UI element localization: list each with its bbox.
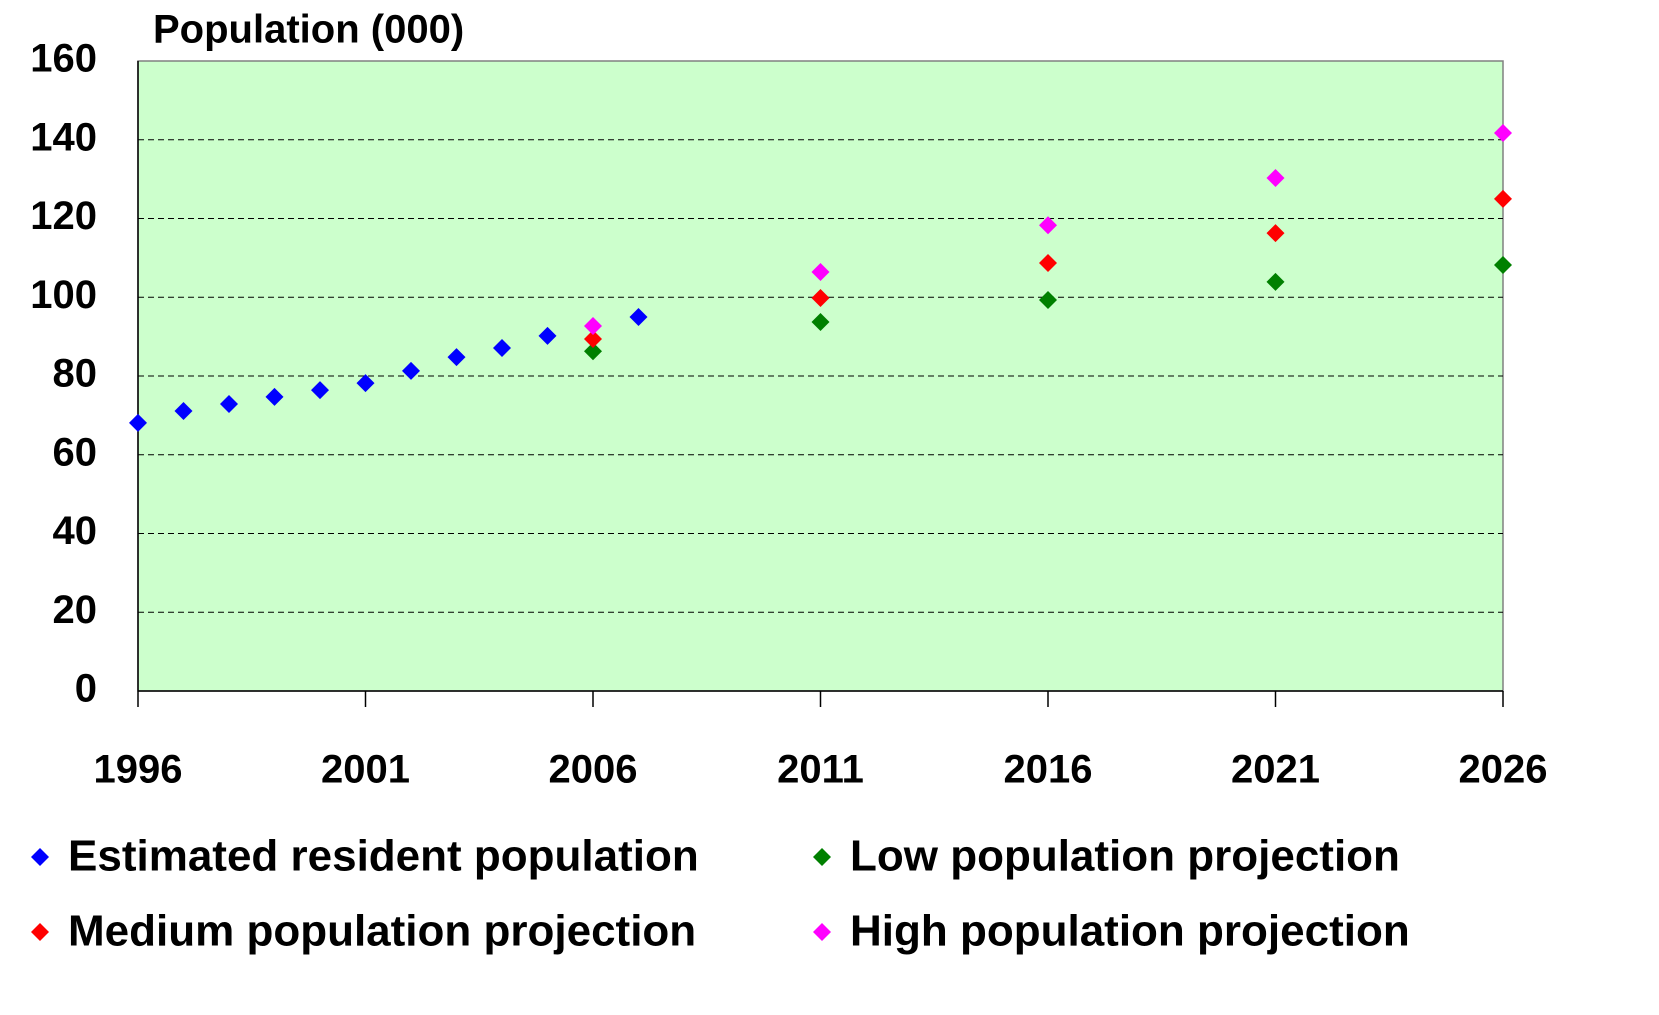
y-tick-label: 20	[53, 588, 98, 632]
data-point	[493, 339, 511, 358]
chart-title: Population (000)	[153, 8, 464, 52]
data-point	[1494, 255, 1512, 274]
data-point	[174, 402, 193, 421]
data-point	[584, 316, 602, 335]
data-point	[1266, 272, 1285, 291]
data-point	[584, 342, 602, 361]
data-point	[129, 413, 147, 432]
x-tick-label: 2006	[549, 748, 638, 792]
y-tick-label: 0	[75, 667, 97, 711]
data-point	[811, 263, 830, 282]
data-point	[1266, 168, 1285, 187]
data-point	[356, 374, 375, 393]
data-point	[811, 313, 830, 332]
y-tick-label: 80	[53, 352, 98, 396]
data-point	[311, 381, 329, 400]
legend-label: Medium population projection	[68, 907, 696, 956]
data-point	[629, 307, 648, 326]
x-tick-label: 2001	[321, 748, 410, 792]
data-point	[811, 289, 830, 308]
data-point	[538, 326, 557, 345]
data-point	[402, 361, 420, 380]
x-tick-label: 2011	[777, 748, 864, 792]
x-tick-label: 2026	[1459, 748, 1548, 792]
legend-label: High population projection	[850, 907, 1410, 956]
legend-marker	[813, 923, 831, 941]
legend-marker	[31, 923, 49, 941]
data-point	[265, 387, 284, 406]
data-point	[1039, 291, 1057, 310]
y-tick-label: 120	[30, 194, 97, 238]
data-point	[1494, 189, 1512, 208]
data-point	[1039, 216, 1057, 235]
y-tick-label: 60	[53, 430, 98, 474]
legend-label: Estimated resident population	[68, 832, 699, 881]
data-point	[584, 329, 602, 348]
data-point	[1494, 124, 1512, 143]
data-point	[447, 348, 466, 367]
y-tick-label: 140	[30, 115, 97, 159]
data-point	[220, 394, 238, 413]
x-tick-label: 1996	[94, 748, 183, 792]
y-tick-label: 100	[30, 273, 97, 317]
data-point	[1266, 224, 1285, 243]
data-point	[1039, 253, 1057, 272]
x-tick-label: 2016	[1004, 748, 1093, 792]
legend-label: Low population projection	[850, 832, 1400, 881]
y-tick-label: 160	[30, 37, 97, 81]
legend-marker	[31, 848, 49, 866]
y-tick-label: 40	[53, 509, 98, 553]
x-tick-label: 2021	[1231, 748, 1320, 792]
legend-marker	[813, 848, 831, 866]
